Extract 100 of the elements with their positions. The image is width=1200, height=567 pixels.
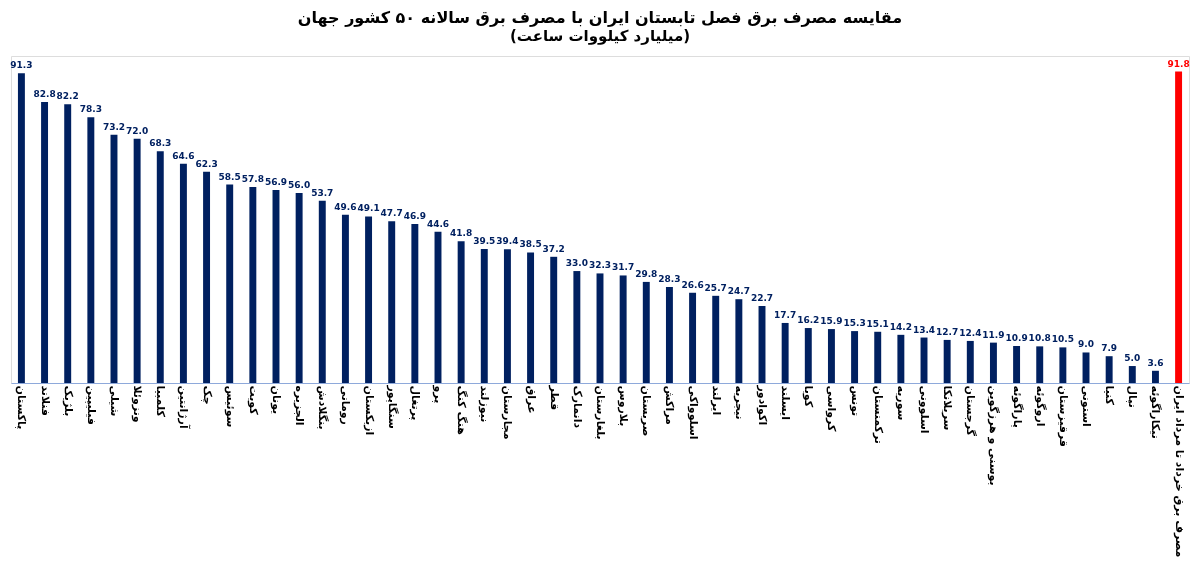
data-label: 82.8 <box>33 89 56 100</box>
x-tick-label: اسلوونی <box>918 385 932 434</box>
bar <box>341 214 349 383</box>
data-label: 29.8 <box>635 268 658 279</box>
data-label: 14.2 <box>889 321 912 332</box>
data-label: 91.3 <box>10 60 33 71</box>
data-label: 10.9 <box>1005 333 1028 344</box>
data-label: 47.7 <box>380 208 403 219</box>
x-tick-label: اسلوواکی <box>686 385 700 440</box>
bar <box>619 275 627 383</box>
x-tick-label: چک <box>200 385 214 405</box>
x-tick-label: سریلانکا <box>941 385 955 431</box>
data-label: 17.7 <box>774 309 797 320</box>
bar <box>781 322 789 383</box>
x-tick-label: پرو <box>432 384 445 404</box>
x-tick-label: بوسنی و هرزگوین <box>987 385 1001 486</box>
bar <box>1175 71 1183 383</box>
data-label: 11.9 <box>982 329 1005 340</box>
x-tick-label: ایسلند <box>779 385 793 420</box>
bar <box>943 339 951 383</box>
x-tick-label: اکوادور <box>756 384 769 426</box>
x-tick-label: کلمبیا <box>154 385 168 418</box>
data-label: 58.5 <box>218 171 241 182</box>
bar <box>689 292 697 383</box>
x-tick-label: استونی <box>1080 385 1094 427</box>
data-label: 41.8 <box>450 228 473 239</box>
data-label: 39.4 <box>496 236 519 247</box>
bar <box>457 241 465 383</box>
data-label: 91.8 <box>1167 58 1190 69</box>
x-tick-label: ترکمنستان <box>871 385 885 444</box>
bar <box>1036 346 1044 383</box>
x-tick-label: کویت <box>246 385 260 416</box>
bar <box>503 249 511 383</box>
bar <box>735 299 743 383</box>
bar <box>573 271 581 383</box>
bar <box>642 281 650 383</box>
x-tick-label: بلاروس <box>617 385 631 427</box>
chart-subtitle: (میلیارد کیلووات ساعت) <box>509 27 691 45</box>
bar <box>411 223 419 383</box>
bar <box>550 256 558 383</box>
bar <box>804 328 812 383</box>
x-tick-label: کوبا <box>802 385 816 408</box>
data-label: 24.7 <box>727 286 750 297</box>
x-tick-label: ازبکستان <box>362 385 376 436</box>
data-label: 62.3 <box>195 158 218 169</box>
x-tick-label: بلژیک <box>61 385 75 417</box>
x-tick-label: فنلاند <box>38 385 52 417</box>
data-label: 9.0 <box>1078 339 1094 350</box>
bar <box>874 331 882 383</box>
data-label: 33.0 <box>565 258 588 269</box>
x-tick-label: قرقیزستان <box>1056 385 1070 447</box>
data-label: 15.3 <box>843 318 866 329</box>
bar <box>133 138 141 383</box>
data-label: 13.4 <box>912 324 936 335</box>
data-label: 26.6 <box>681 279 704 290</box>
data-label: 10.8 <box>1028 333 1051 344</box>
bar <box>989 342 997 383</box>
x-tick-label: یونان <box>269 385 283 415</box>
data-label: 10.5 <box>1051 334 1074 345</box>
x-tick-label: کنیا <box>1103 385 1117 406</box>
bar <box>1151 370 1159 383</box>
x-tick-label: سوریه <box>894 385 908 421</box>
bar <box>203 171 211 383</box>
x-tick-label: اروگوئه <box>1033 385 1047 427</box>
bar <box>827 329 835 383</box>
x-tick-label: کرواسی <box>825 385 839 432</box>
x-tick-label: نپال <box>1126 385 1140 408</box>
bar <box>712 295 720 383</box>
data-label: 22.7 <box>750 292 774 303</box>
bar <box>1059 347 1067 383</box>
data-label: 78.3 <box>79 104 102 115</box>
data-label: 53.7 <box>311 187 334 198</box>
bar <box>87 117 95 383</box>
data-label: 64.6 <box>172 150 195 161</box>
bar <box>388 221 396 383</box>
data-label: 28.3 <box>658 273 681 284</box>
bar <box>249 186 257 383</box>
x-tick-label: عراق <box>524 385 538 414</box>
data-label: 31.7 <box>612 262 635 273</box>
data-label: 49.6 <box>334 201 357 212</box>
x-tick-label: گرجستان <box>964 385 978 437</box>
x-tick-label: مجارستان <box>501 385 515 440</box>
data-label: 44.6 <box>426 218 450 229</box>
bar <box>64 104 72 383</box>
bar <box>179 163 187 383</box>
data-label: 3.6 <box>1147 357 1164 368</box>
bar <box>966 340 974 383</box>
data-label: 37.2 <box>542 243 565 254</box>
bar <box>665 286 673 383</box>
x-tick-label: مصرف برق خرداد تا مرداد ایران <box>1172 385 1186 558</box>
x-tick-label: سوئیس <box>223 385 237 428</box>
bar <box>156 151 164 383</box>
x-tick-label: قطر <box>547 384 561 411</box>
data-label: 7.9 <box>1101 343 1118 354</box>
x-tick-label: آرژانتین <box>177 385 192 429</box>
x-tick-label: الجزیره <box>293 385 307 426</box>
data-label: 68.3 <box>149 138 172 149</box>
bar <box>41 102 49 383</box>
data-label: 12.7 <box>936 326 959 337</box>
data-label: 57.8 <box>241 173 264 184</box>
